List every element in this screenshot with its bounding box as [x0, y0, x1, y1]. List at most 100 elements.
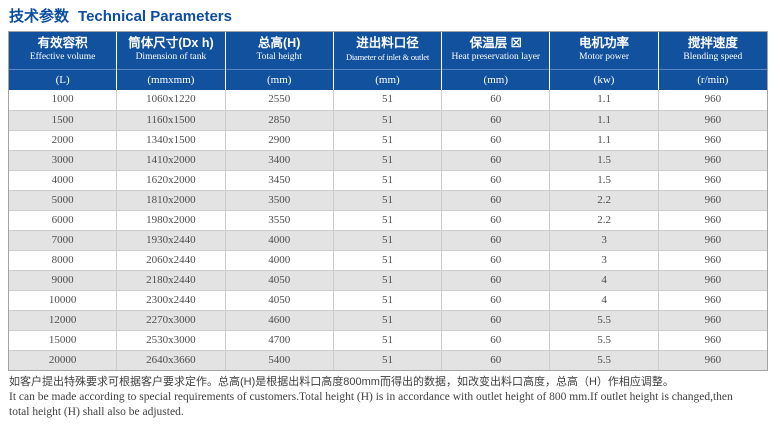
column-header-en: Effective volume	[29, 52, 96, 62]
table-cell: 1060x1220	[117, 90, 226, 110]
table-cell: 51	[334, 191, 443, 210]
technical-parameters-page: 技术参数 Technical Parameters 有效容积 Effective v…	[8, 5, 768, 419]
table-row: 20000 2640x3660 5400 51 60 5.5 960	[9, 350, 767, 370]
table-cell: 1.1	[550, 131, 659, 150]
column-header-en: Dimension of tank	[135, 52, 207, 62]
table-cell: 60	[442, 351, 551, 370]
column-header-en: Diameter of inlet & outlet	[345, 52, 430, 62]
table-cell: 8000	[9, 251, 118, 270]
table-cell: 1.5	[550, 171, 659, 190]
column-header-unit: (kw)	[550, 69, 658, 90]
column-header-zh: 进出料口径	[356, 36, 419, 50]
column-header-zh: 总高(H)	[258, 36, 301, 50]
table-row: 5000 1810x2000 3500 51 60 2.2 960	[9, 190, 767, 210]
table-cell: 51	[334, 351, 443, 370]
table-cell: 5000	[9, 191, 118, 210]
table-cell: 2640x3660	[117, 351, 226, 370]
table-row: 6000 1980x2000 3550 51 60 2.2 960	[9, 210, 767, 230]
table-row: 15000 2530x3000 4700 51 60 5.5 960	[9, 330, 767, 350]
table-cell: 2.2	[550, 211, 659, 230]
table-cell: 960	[704, 154, 722, 166]
table-cell: 15000	[9, 331, 118, 350]
table-cell: 960	[704, 114, 722, 126]
table-cell: 960	[704, 314, 722, 326]
table-cell: 60	[442, 171, 551, 190]
footnote: 如客户提出特殊要求可根据客户要求定作。总高(H)是根据出料口高度800mm而得出…	[8, 375, 768, 419]
table-cell: 60	[442, 151, 551, 170]
table-cell: 960	[704, 214, 722, 226]
page-title: 技术参数 Technical Parameters	[9, 5, 768, 25]
table-cell: 60	[442, 111, 551, 130]
table-body: 1000 1060x1220 2550 51 60 1.1 960 1500 1160x1500…	[9, 90, 767, 370]
table-row: 4000 1620x2000 3450 51 60 1.5 960	[9, 170, 767, 190]
table-cell: 51	[334, 171, 443, 190]
column-header-unit: (mm)	[442, 69, 550, 90]
column-header: 筒体尺寸(Dx h) Dimension of tank (mmxmm)	[117, 32, 226, 90]
page-title-en: Technical Parameters	[78, 8, 232, 25]
column-header-en: Heat preservation layer	[451, 52, 541, 62]
table-cell: 51	[334, 211, 443, 230]
table-cell: 60	[442, 191, 551, 210]
table-cell: 1930x2440	[117, 231, 226, 250]
table-cell: 51	[334, 311, 443, 330]
table-cell: 2180x2440	[117, 271, 226, 290]
table-cell: 60	[442, 90, 551, 110]
table-cell: 60	[442, 211, 551, 230]
table-cell: 51	[334, 90, 443, 110]
table-cell: 960	[704, 194, 722, 206]
table-cell: 4	[550, 271, 659, 290]
column-header-en: Total height	[256, 52, 302, 62]
table-cell: 960	[704, 254, 722, 266]
table-cell: 4000	[226, 231, 334, 250]
table-cell: 2530x3000	[117, 331, 226, 350]
column-header-labels: 保温层 ☒ Heat preservation layer	[442, 32, 549, 69]
table-cell: 1000	[9, 90, 118, 110]
table-cell: 3000	[9, 151, 118, 170]
column-header-zh: 有效容积	[37, 36, 88, 50]
table-cell: 4600	[226, 311, 334, 330]
table-row: 9000 2180x2440 4050 51 60 4 960	[9, 270, 767, 290]
column-header-zh: 保温层 ☒	[469, 36, 522, 50]
column-header-unit: (mm)	[333, 69, 442, 90]
column-header-zh: 电机功率	[579, 36, 630, 50]
table-cell: 9000	[9, 271, 118, 290]
table-row: 3000 1410x2000 3400 51 60 1.5 960	[9, 150, 767, 170]
table-cell: 3450	[226, 171, 334, 190]
table-cell: 4050	[226, 291, 334, 310]
table-cell: 1620x2000	[117, 171, 226, 190]
table-cell: 2850	[226, 111, 334, 130]
table-cell: 2900	[226, 131, 334, 150]
page-title-zh: 技术参数	[9, 8, 70, 25]
table-cell: 3	[550, 231, 659, 250]
table-cell: 6000	[9, 211, 118, 230]
table-cell: 2.2	[550, 191, 659, 210]
table-cell: 960	[704, 294, 722, 306]
column-header-zh: 搅拌速度	[687, 36, 738, 50]
table-cell: 960	[704, 354, 722, 366]
table-cell: 1.5	[550, 151, 659, 170]
table-cell: 51	[334, 231, 443, 250]
table-cell: 3550	[226, 211, 334, 230]
table-cell: 1.1	[550, 90, 659, 110]
parameters-table: 有效容积 Effective volume (L) 筒体尺寸(Dx h) Dimensi…	[8, 31, 768, 371]
table-cell: 51	[334, 251, 443, 270]
table-cell: 5.5	[550, 311, 659, 330]
table-row: 1500 1160x1500 2850 51 60 1.1 960	[9, 110, 767, 130]
table-cell: 1410x2000	[117, 151, 226, 170]
table-cell: 2550	[226, 90, 334, 110]
table-cell: 2270x3000	[117, 311, 226, 330]
column-header-unit: (r/min)	[658, 69, 767, 90]
column-header: 保温层 ☒ Heat preservation layer (mm)	[442, 32, 551, 90]
column-header-labels: 进出料口径 Diameter of inlet & outlet	[334, 32, 441, 69]
table-cell: 60	[442, 331, 551, 350]
table-cell: 1.1	[550, 111, 659, 130]
column-header-labels: 总高(H) Total height	[226, 32, 333, 69]
table-row: 8000 2060x2440 4000 51 60 3 960	[9, 250, 767, 270]
table-cell: 60	[442, 251, 551, 270]
table-cell: 1810x2000	[117, 191, 226, 210]
table-cell: 960	[704, 134, 722, 146]
table-cell: 4050	[226, 271, 334, 290]
footnote-zh: 如客户提出特殊要求可根据客户要求定作。总高(H)是根据出料口高度800mm而得出…	[9, 376, 674, 388]
table-cell: 1500	[9, 111, 118, 130]
table-cell: 5400	[226, 351, 334, 370]
